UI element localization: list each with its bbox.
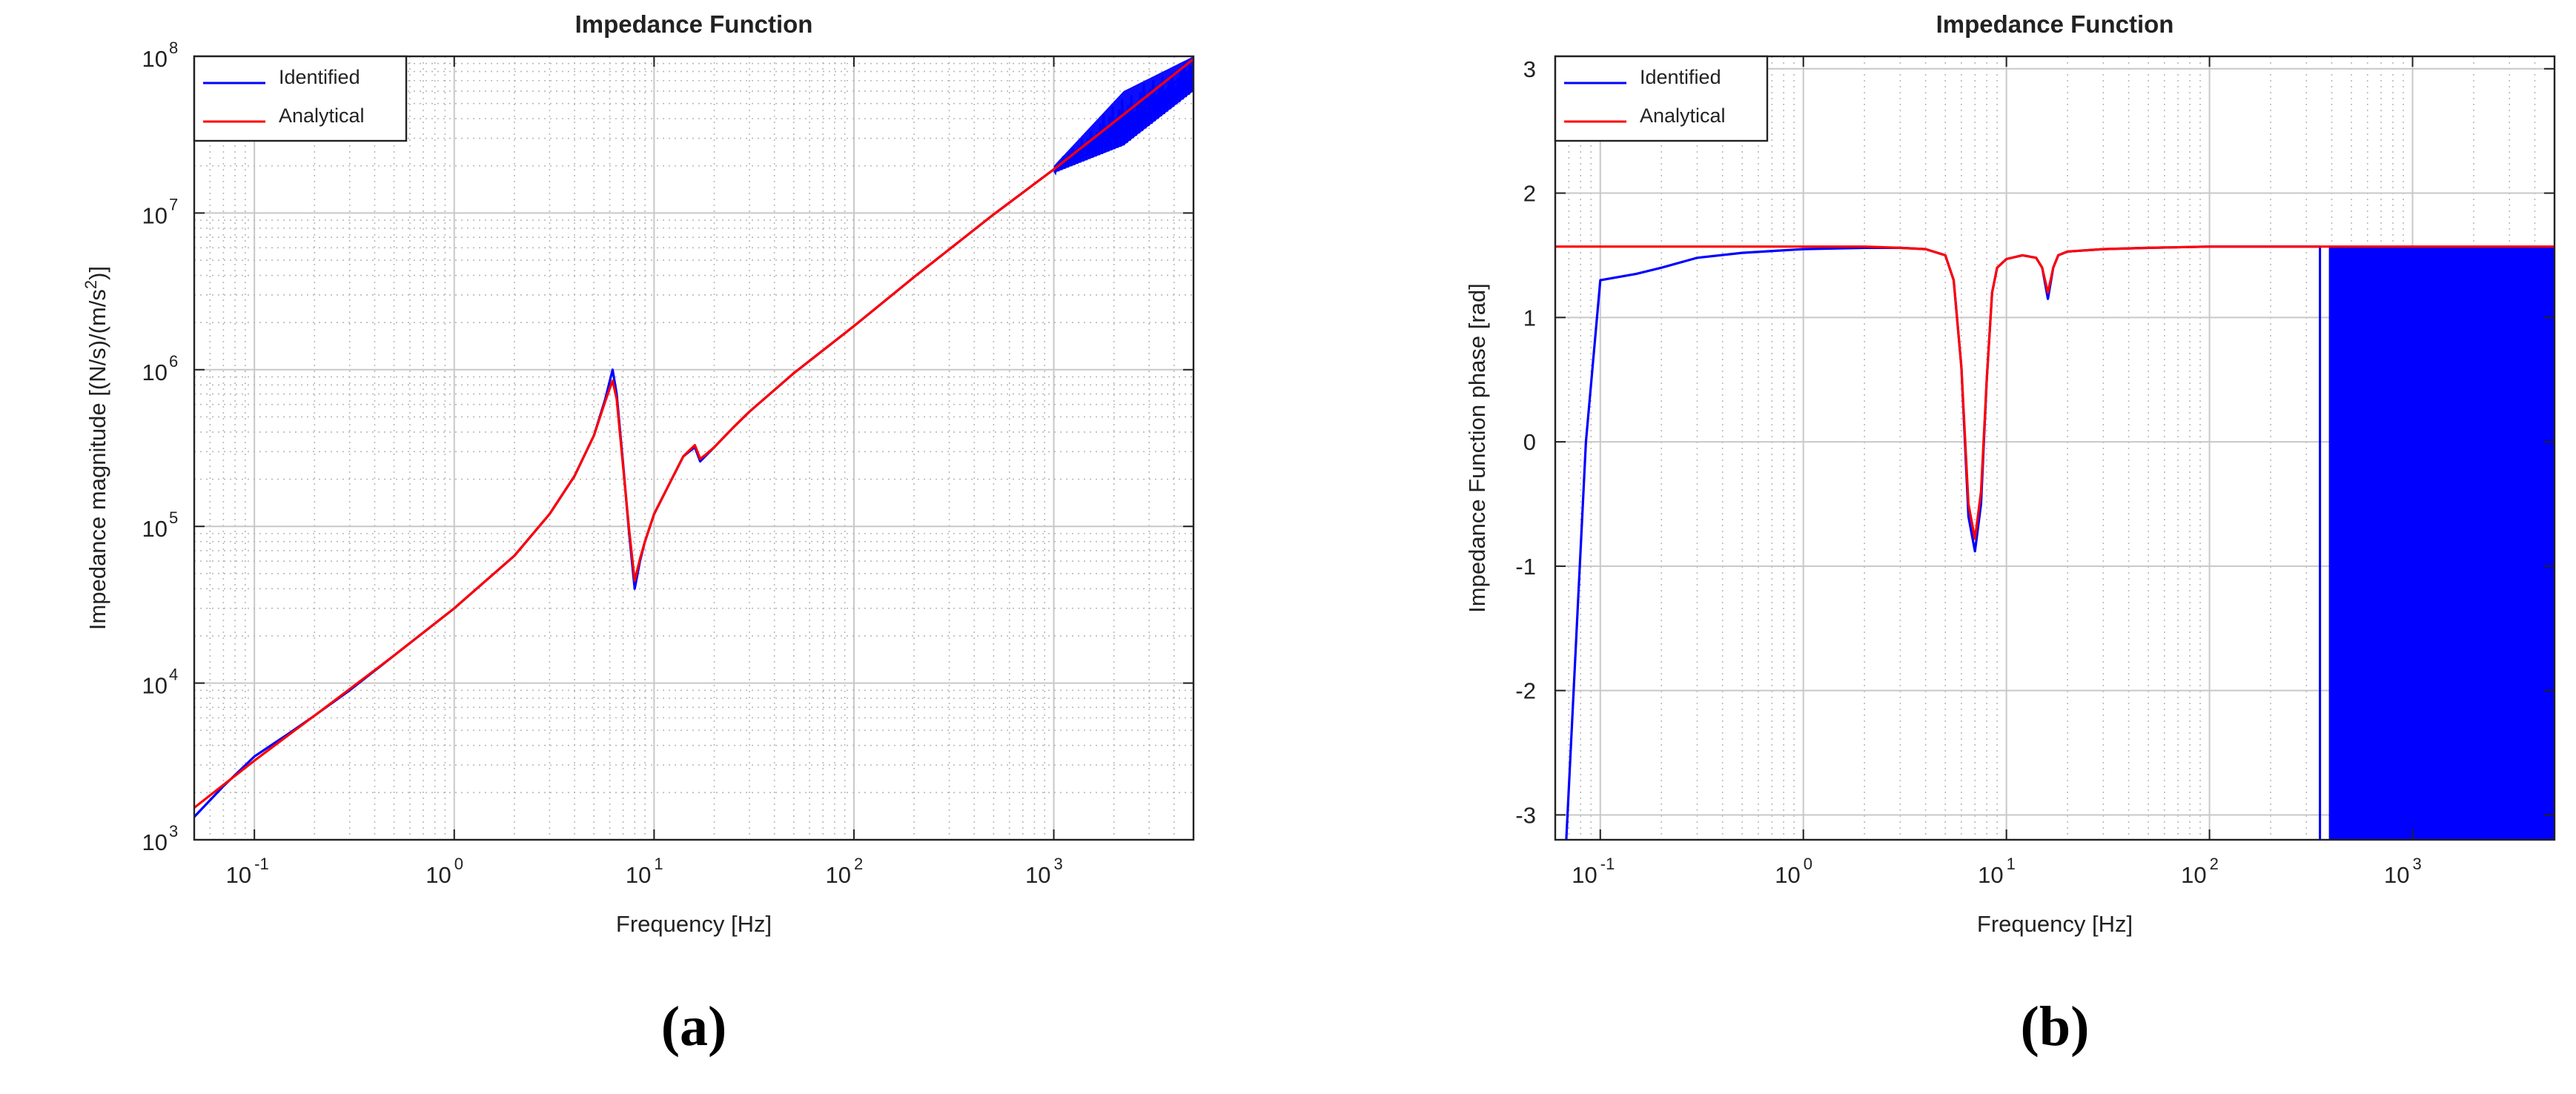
y-tick-exponent: 4 xyxy=(169,666,178,684)
x-tick-exponent: -1 xyxy=(254,855,269,873)
series-line-analytical xyxy=(1555,245,2555,540)
x-tick-exponent: 2 xyxy=(2210,855,2219,873)
x-tick-exponent: 2 xyxy=(854,855,863,873)
chart-a-magnitude: 10 -1 10 0 10 1 10 2 10 310 310 410 510 610 710 8Impeda… xyxy=(82,10,1195,1058)
y-tick-label: 10 xyxy=(142,359,168,385)
y-tick-exponent: 7 xyxy=(169,195,178,213)
y-axis-label: Impedance magnitude [(N/s)/(m/s2)] xyxy=(82,266,110,630)
series-group xyxy=(1555,245,2555,840)
x-tick-label: 10 xyxy=(226,862,251,888)
y-tick-label: 2 xyxy=(1523,181,1536,207)
x-tick-exponent: 1 xyxy=(654,855,663,873)
x-tick-label: 10 xyxy=(1978,862,2003,888)
series-line-analytical xyxy=(194,58,1193,809)
grid xyxy=(193,56,1194,841)
x-tick-label: 10 xyxy=(1775,862,1800,888)
y-tick-exponent: 3 xyxy=(169,822,178,841)
x-tick-label: 10 xyxy=(426,862,451,888)
legend-label-analytical: Analytical xyxy=(1640,105,1726,127)
y-tick-label: -3 xyxy=(1515,802,1536,828)
y-axis-label-superscript: 2 xyxy=(82,280,100,289)
y-tick-label: 10 xyxy=(142,829,168,855)
x-tick-exponent: 0 xyxy=(454,855,463,873)
y-tick-label: 3 xyxy=(1523,56,1536,82)
y-tick-label: 10 xyxy=(142,46,168,72)
x-tick-exponent: 1 xyxy=(2007,855,2016,873)
x-tick-label: 10 xyxy=(2384,862,2409,888)
chart-title: Impedance Function xyxy=(1936,10,2174,38)
x-axis-label: Frequency [Hz] xyxy=(1977,911,2133,937)
legend-box xyxy=(193,55,408,142)
legend-label-identified: Identified xyxy=(279,66,360,88)
axes-box xyxy=(1554,55,2556,841)
y-axis-label-end: )] xyxy=(85,266,110,280)
x-tick-exponent: -1 xyxy=(1600,855,1615,873)
y-tick-label: -1 xyxy=(1515,554,1536,580)
x-tick-label: 10 xyxy=(626,862,651,888)
y-tick-label: -2 xyxy=(1515,678,1536,704)
y-tick-label: 10 xyxy=(142,516,168,542)
panel-label: (b) xyxy=(2021,995,2090,1058)
y-tick-label: 10 xyxy=(142,202,168,228)
legend: Identified Analytical xyxy=(1554,55,1769,142)
y-tick-exponent: 8 xyxy=(169,39,178,57)
x-tick-label: 10 xyxy=(825,862,850,888)
legend-box xyxy=(1554,55,1769,142)
y-tick-label: 0 xyxy=(1523,429,1536,455)
series-group xyxy=(194,56,1193,818)
legend: Identified Analytical xyxy=(193,55,408,142)
legend-label-analytical: Analytical xyxy=(279,105,365,127)
x-tick-exponent: 3 xyxy=(1054,855,1063,873)
x-tick-label: 10 xyxy=(2181,862,2206,888)
ticks: 10 -1 10 0 10 1 10 2 10 310 310 410 510 610 710 8 xyxy=(142,39,1193,888)
y-tick-exponent: 6 xyxy=(169,352,178,371)
y-axis-label: Impedance Function phase [rad] xyxy=(1464,283,1490,613)
series-band-identified xyxy=(2328,246,2555,840)
panel-label: (a) xyxy=(661,995,727,1058)
x-tick-exponent: 0 xyxy=(1804,855,1812,873)
x-axis-label: Frequency [Hz] xyxy=(616,911,772,937)
y-tick-label: 1 xyxy=(1523,305,1536,331)
legend-label-identified: Identified xyxy=(1640,66,1721,88)
y-tick-exponent: 5 xyxy=(169,508,178,527)
x-tick-label: 10 xyxy=(1025,862,1050,888)
x-tick-exponent: 3 xyxy=(2413,855,2422,873)
y-tick-label: 10 xyxy=(142,673,168,699)
axes-box xyxy=(193,55,1195,841)
chart-title: Impedance Function xyxy=(575,10,813,38)
x-tick-label: 10 xyxy=(1572,862,1597,888)
